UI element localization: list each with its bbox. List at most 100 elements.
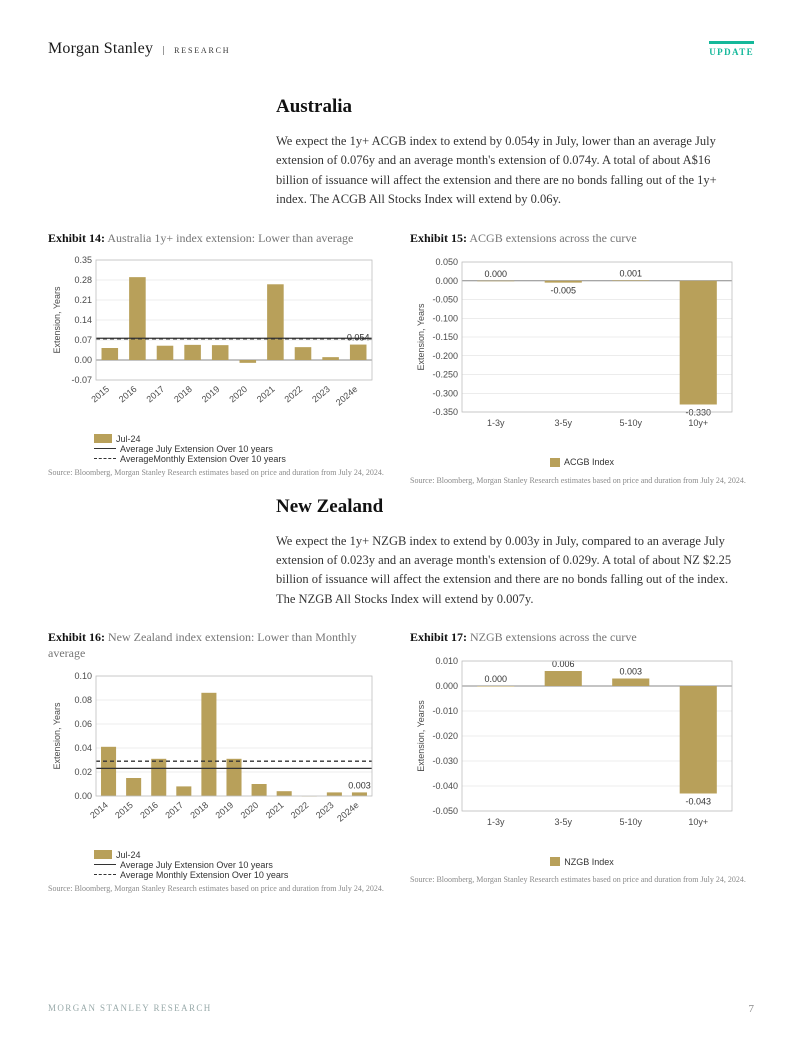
exhibit-title-text: Australia 1y+ index extension: Lower tha… — [107, 231, 353, 245]
svg-text:-0.07: -0.07 — [71, 375, 92, 385]
svg-text:2024e: 2024e — [334, 384, 360, 408]
exhibit-number: Exhibit 16: — [48, 630, 105, 644]
svg-text:-0.150: -0.150 — [432, 332, 458, 342]
svg-text:5-10y: 5-10y — [619, 817, 642, 827]
svg-text:2020: 2020 — [239, 799, 261, 820]
update-badge: UPDATE — [709, 41, 754, 57]
svg-text:2018: 2018 — [172, 384, 194, 405]
svg-text:-0.200: -0.200 — [432, 350, 458, 360]
svg-text:-0.050: -0.050 — [432, 806, 458, 816]
svg-text:10y+: 10y+ — [688, 418, 708, 428]
legend-label: NZGB Index — [564, 857, 614, 867]
svg-text:-0.250: -0.250 — [432, 369, 458, 379]
svg-text:-0.300: -0.300 — [432, 388, 458, 398]
legend-line2-16: Average Monthly Extension Over 10 years — [94, 870, 392, 880]
footer-brand: MORGAN STANLEY RESEARCH — [48, 1003, 212, 1015]
svg-text:0.050: 0.050 — [435, 257, 458, 267]
page-number: 7 — [749, 1003, 755, 1015]
exhibit-number: Exhibit 17: — [410, 630, 467, 644]
svg-text:2021: 2021 — [264, 799, 286, 820]
exhibit-number: Exhibit 15: — [410, 231, 467, 245]
legend-label: Average July Extension Over 10 years — [120, 860, 273, 870]
legend-swatch-icon — [94, 850, 112, 859]
legend-line-icon — [94, 864, 116, 865]
legend-series-16: Jul-24 — [94, 850, 392, 860]
svg-text:0.08: 0.08 — [74, 695, 92, 705]
exhibit-14-title: Exhibit 14: Australia 1y+ index extensio… — [48, 230, 392, 246]
svg-text:0.35: 0.35 — [74, 255, 92, 265]
svg-text:3-5y: 3-5y — [554, 817, 572, 827]
svg-text:2017: 2017 — [145, 384, 167, 405]
brand-block: Morgan Stanley RESEARCH — [48, 40, 230, 58]
svg-text:-0.330: -0.330 — [685, 407, 711, 417]
svg-text:0.10: 0.10 — [74, 671, 92, 681]
svg-text:Extension, Years: Extension, Years — [52, 702, 62, 770]
exhibit-15: Exhibit 15: ACGB extensions across the c… — [410, 230, 754, 486]
svg-text:0.00: 0.00 — [74, 355, 92, 365]
svg-text:2024e: 2024e — [335, 799, 361, 823]
svg-text:1-3y: 1-3y — [487, 817, 505, 827]
source-17: Source: Bloomberg, Morgan Stanley Resear… — [410, 875, 754, 885]
svg-text:2015: 2015 — [113, 799, 135, 820]
exhibit-title-text: ACGB extensions across the curve — [469, 231, 636, 245]
exhibit-row-1: Exhibit 14: Australia 1y+ index extensio… — [48, 230, 754, 486]
legend-series-14: Jul-24 — [94, 434, 392, 444]
svg-text:0.00: 0.00 — [74, 791, 92, 801]
svg-text:0.07: 0.07 — [74, 335, 92, 345]
svg-text:-0.010: -0.010 — [432, 706, 458, 716]
svg-text:2016: 2016 — [117, 384, 139, 405]
svg-text:2018: 2018 — [188, 799, 210, 820]
legend-17: NZGB Index — [550, 857, 614, 867]
svg-text:Extension, Yearss: Extension, Yearss — [416, 700, 426, 772]
body-text-newzealand: We expect the 1y+ NZGB index to extend b… — [276, 532, 746, 610]
exhibit-17: Exhibit 17: NZGB extensions across the c… — [410, 629, 754, 893]
svg-text:5-10y: 5-10y — [619, 418, 642, 428]
svg-text:3-5y: 3-5y — [554, 418, 572, 428]
exhibit-15-title: Exhibit 15: ACGB extensions across the c… — [410, 230, 754, 246]
svg-text:-0.020: -0.020 — [432, 731, 458, 741]
svg-text:0.02: 0.02 — [74, 767, 92, 777]
svg-text:0.000: 0.000 — [484, 674, 507, 684]
legend-label: Jul-24 — [116, 850, 141, 860]
chart-exhibit-14: -0.07 0.00 0.07 0.14 0.21 0.28 0.35 0.054 2015 20… — [48, 252, 378, 432]
svg-text:10y+: 10y+ — [688, 817, 708, 827]
svg-text:2023: 2023 — [314, 799, 336, 820]
legend-line1-16: Average July Extension Over 10 years — [94, 860, 392, 870]
exhibit-row-2: Exhibit 16: New Zealand index extension:… — [48, 629, 754, 893]
legend-label: ACGB Index — [564, 457, 614, 467]
svg-text:-0.350: -0.350 — [432, 407, 458, 417]
svg-text:-0.100: -0.100 — [432, 313, 458, 323]
legend-swatch-icon — [94, 434, 112, 443]
svg-text:Extension, Years: Extension, Years — [416, 303, 426, 371]
exhibit-title-text: NZGB extensions across the curve — [470, 630, 637, 644]
svg-text:0.006: 0.006 — [552, 659, 575, 669]
svg-text:0.14: 0.14 — [74, 315, 92, 325]
svg-text:0.001: 0.001 — [619, 268, 642, 278]
legend-15: ACGB Index — [550, 457, 614, 467]
research-label: RESEARCH — [163, 46, 230, 55]
svg-text:0.000: 0.000 — [435, 275, 458, 285]
legend-dashed-line-icon — [94, 458, 116, 459]
chart-exhibit-16: 0.000.020.040.060.080.100.00320142015201… — [48, 668, 378, 848]
svg-text:Extension, Years: Extension, Years — [52, 286, 62, 354]
svg-text:0.054: 0.054 — [347, 332, 370, 342]
legend-label: Average Monthly Extension Over 10 years — [120, 870, 288, 880]
svg-text:0.003: 0.003 — [619, 667, 642, 677]
page-header: Morgan Stanley RESEARCH UPDATE — [48, 40, 754, 58]
legend-label: Jul-24 — [116, 434, 141, 444]
exhibit-14: Exhibit 14: Australia 1y+ index extensio… — [48, 230, 392, 486]
svg-text:-0.005: -0.005 — [550, 285, 576, 295]
svg-text:0.21: 0.21 — [74, 295, 92, 305]
source-15: Source: Bloomberg, Morgan Stanley Resear… — [410, 476, 754, 486]
legend-label: Average July Extension Over 10 years — [120, 444, 273, 454]
svg-text:2022: 2022 — [289, 799, 311, 820]
svg-text:0.010: 0.010 — [435, 656, 458, 666]
svg-text:0.003: 0.003 — [348, 780, 371, 790]
svg-text:0.000: 0.000 — [484, 268, 507, 278]
svg-text:0.28: 0.28 — [74, 275, 92, 285]
legend-swatch-icon — [550, 458, 560, 467]
exhibit-17-title: Exhibit 17: NZGB extensions across the c… — [410, 629, 754, 645]
source-16: Source: Bloomberg, Morgan Stanley Resear… — [48, 884, 392, 894]
svg-text:2015: 2015 — [89, 384, 111, 405]
svg-text:2014: 2014 — [88, 799, 110, 820]
